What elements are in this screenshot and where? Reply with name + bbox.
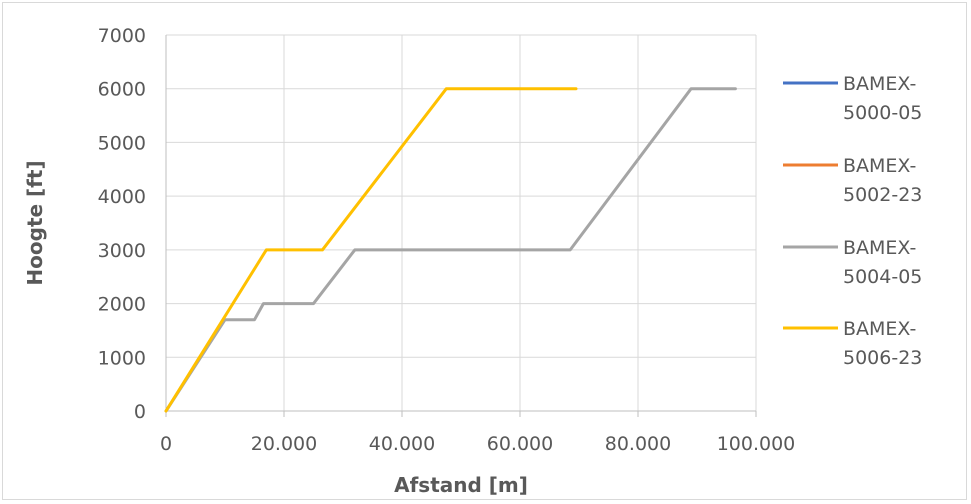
x-tick-label: 40.000: [369, 433, 435, 455]
x-tick-label: 80.000: [605, 433, 671, 455]
legend-label: 5006-23: [843, 347, 922, 369]
series-line-bamex-5006-23: [164, 87, 578, 413]
line-chart: 0 1000 2000 3000 4000 5000 6000 7000 0 20.000 40.0…: [23, 25, 922, 497]
legend-item: BAMEX- 5006-23: [783, 318, 922, 369]
legend-label: 5002-23: [843, 184, 922, 206]
legend-label: 5000-05: [843, 102, 922, 124]
legend-label: BAMEX-: [843, 155, 916, 177]
y-tick-label: 7000: [98, 25, 146, 47]
y-axis-title: Hoogte [ft]: [23, 160, 47, 285]
legend: BAMEX-5000-05BAMEX-5002-23BAMEX-5004-05B…: [783, 73, 922, 369]
x-tick-label: 20.000: [251, 433, 317, 455]
y-tick-label: 0: [134, 401, 146, 423]
series-line-bamex-5004-05: [164, 87, 737, 413]
x-axis-title: Afstand [m]: [394, 473, 528, 497]
legend-label: BAMEX-: [843, 237, 916, 259]
legend-label: BAMEX-: [843, 318, 916, 340]
legend-item: BAMEX- 5004-05: [783, 237, 922, 288]
x-tick-label: 100.000: [717, 433, 796, 455]
tick-labels: 0 1000 2000 3000 4000 5000 6000 7000 0 20.000 40.0…: [98, 25, 796, 455]
grid-layer: [166, 34, 757, 411]
legend-label: BAMEX-: [843, 73, 916, 95]
legend-label: 5004-05: [843, 266, 922, 288]
axis-layer: [165, 35, 757, 417]
y-tick-label: 4000: [98, 186, 146, 208]
x-tick-label: 60.000: [487, 433, 553, 455]
y-tick-label: 1000: [98, 347, 146, 369]
x-tick-label: 0: [160, 433, 172, 455]
series-layer: [164, 87, 737, 413]
legend-item: BAMEX- 5002-23: [783, 155, 922, 206]
y-tick-label: 5000: [98, 132, 146, 154]
legend-item: BAMEX- 5000-05: [783, 73, 922, 124]
y-tick-label: 6000: [98, 79, 146, 101]
y-tick-label: 2000: [98, 294, 146, 316]
y-tick-label: 3000: [98, 240, 146, 262]
